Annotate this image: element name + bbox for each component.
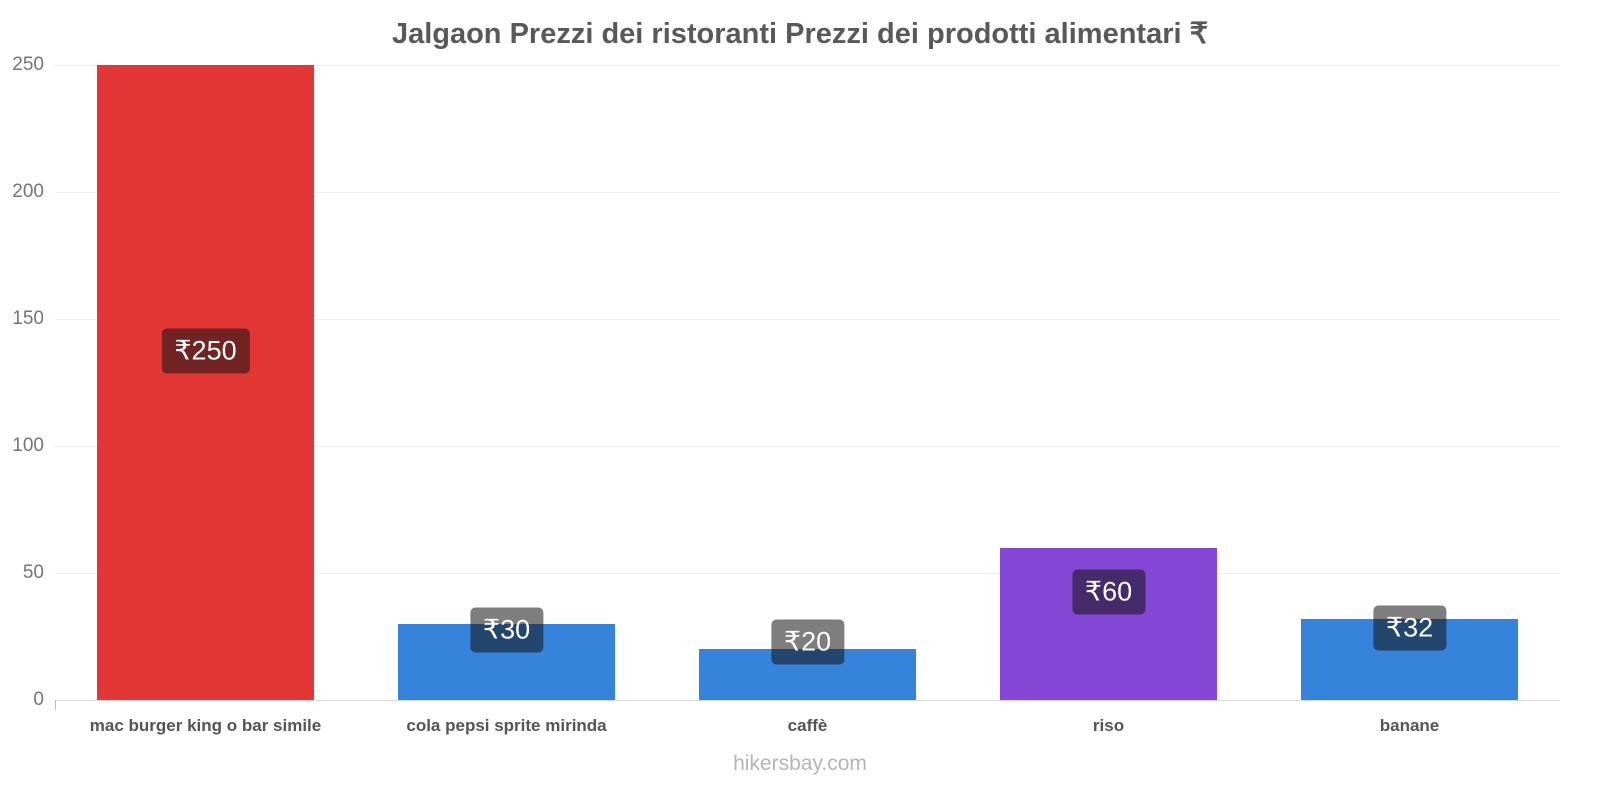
chart-title: Jalgaon Prezzi dei ristoranti Prezzi dei… (391, 18, 1209, 50)
y-axis-tick-label: 100 (12, 435, 44, 456)
bar-value-badge: ₹32 (1372, 605, 1447, 651)
origin-tick-mark (55, 700, 56, 710)
bar-riso: ₹60 (1000, 547, 1217, 700)
bar-value-badge: ₹60 (1071, 569, 1146, 615)
bar-value-badge: ₹20 (770, 619, 845, 665)
gridline-y-200 (55, 192, 1560, 193)
y-axis-tick-label: 50 (22, 562, 44, 583)
bar-cola-pepsi-sprite-mirinda: ₹30 (398, 607, 615, 700)
x-axis-category-label: banane (1379, 716, 1440, 735)
bar-mac-burger-king-o-bar-simile: ₹250 (97, 65, 314, 700)
gridline-y-0 (55, 700, 1560, 701)
y-axis-tick-label: 250 (12, 54, 44, 75)
bar-value-badge: ₹250 (161, 328, 250, 374)
x-axis-category-label: mac burger king o bar simile (89, 716, 322, 735)
x-axis-category-label: caffè (787, 716, 828, 735)
gridline-y-150 (55, 319, 1560, 320)
y-axis-tick-label: 0 (33, 689, 44, 710)
x-axis-category-label: cola pepsi sprite mirinda (406, 716, 607, 735)
gridline-y-50 (55, 573, 1560, 574)
x-axis-category-label: riso (1092, 716, 1125, 735)
bar-caffè: ₹20 (699, 619, 916, 700)
footer-watermark-link[interactable]: hikersbay.com (733, 752, 867, 775)
bar-banane: ₹32 (1301, 605, 1518, 700)
y-axis-tick-label: 200 (12, 181, 44, 202)
bar-value-badge: ₹30 (469, 607, 544, 653)
y-axis-tick-label: 150 (12, 308, 44, 329)
gridline-y-250 (55, 65, 1560, 66)
gridline-y-100 (55, 446, 1560, 447)
